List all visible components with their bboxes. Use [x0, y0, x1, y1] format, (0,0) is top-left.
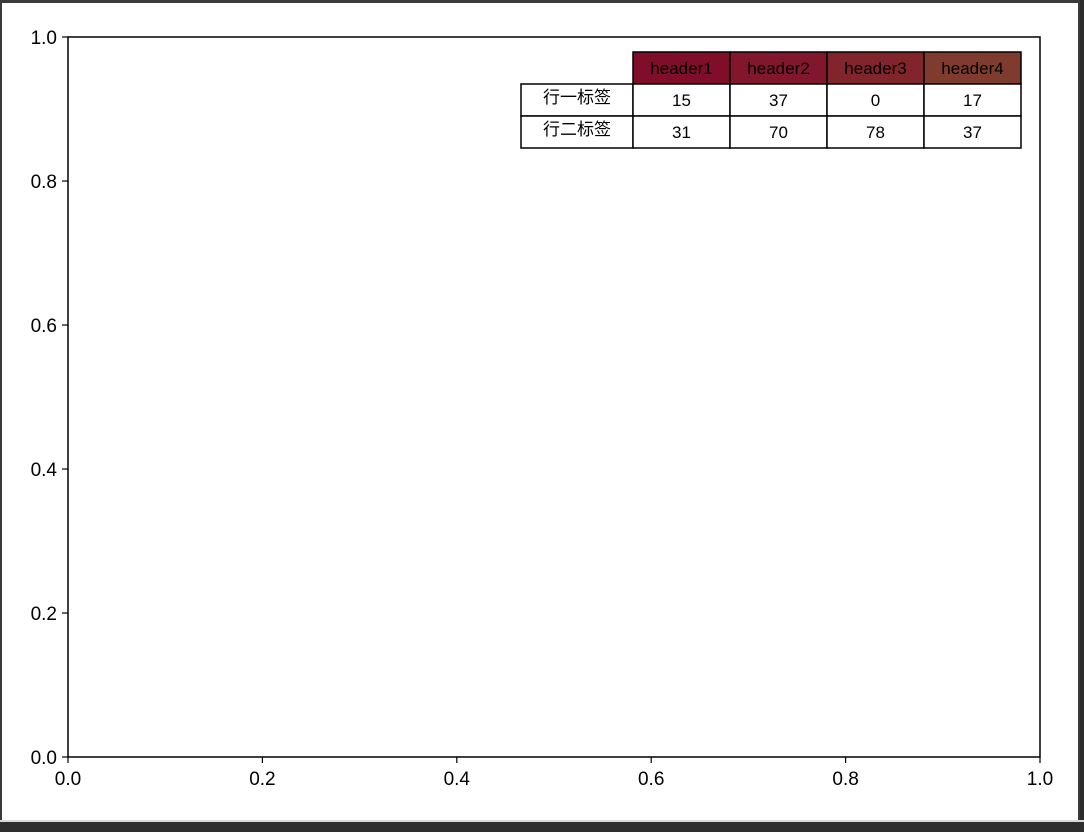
table-row-label: 行一标签	[543, 88, 611, 107]
table-row-label: 行二标签	[543, 120, 611, 139]
table-cell-value: 0	[871, 91, 880, 110]
table-header-label: header4	[941, 59, 1003, 78]
table-cell-value: 15	[672, 91, 691, 110]
table-cell	[729, 115, 828, 149]
table-cell-value: 31	[672, 123, 691, 142]
y-tick-label: 0.6	[31, 316, 57, 337]
table-cell	[826, 83, 925, 117]
table-cell-value: 37	[769, 91, 788, 110]
x-tick-label: 0.8	[832, 769, 858, 790]
plot-layer: 0.0 0.2 0.4 0.6 0.8 1.0 0.0 0.2 0.4 0.6 0.8 1.0 head…	[31, 28, 1054, 790]
table-header-label: header2	[747, 59, 809, 78]
x-tick-label: 0.2	[249, 769, 275, 790]
table-cell-value: 78	[866, 123, 885, 142]
table-cell	[632, 83, 731, 117]
x-tick-label: 0.6	[638, 769, 664, 790]
table-cell	[923, 115, 1022, 149]
table-header-label: header3	[844, 59, 906, 78]
chart-svg: 0.0 0.2 0.4 0.6 0.8 1.0 0.0 0.2 0.4 0.6 0.8 1.0 head…	[31, 28, 1054, 790]
x-tick-label: 1.0	[1027, 769, 1053, 790]
table-cell-value: 17	[963, 91, 982, 110]
x-tick-label: 0.0	[55, 769, 81, 790]
x-tick-label: 0.4	[444, 769, 471, 790]
y-tick-label: 1.0	[31, 28, 57, 49]
y-tick-label: 0.0	[31, 748, 57, 769]
table-cell-value: 70	[769, 123, 788, 142]
y-tick-label: 0.8	[31, 172, 57, 193]
window-bottom-strip	[0, 820, 1084, 832]
axes-frame	[67, 36, 1041, 758]
table-cell-value: 37	[963, 123, 982, 142]
table-row-label-cell	[520, 115, 634, 149]
y-tick-label: 0.4	[31, 460, 58, 481]
y-tick-label: 0.2	[31, 604, 57, 625]
table-header-label: header1	[650, 59, 712, 78]
